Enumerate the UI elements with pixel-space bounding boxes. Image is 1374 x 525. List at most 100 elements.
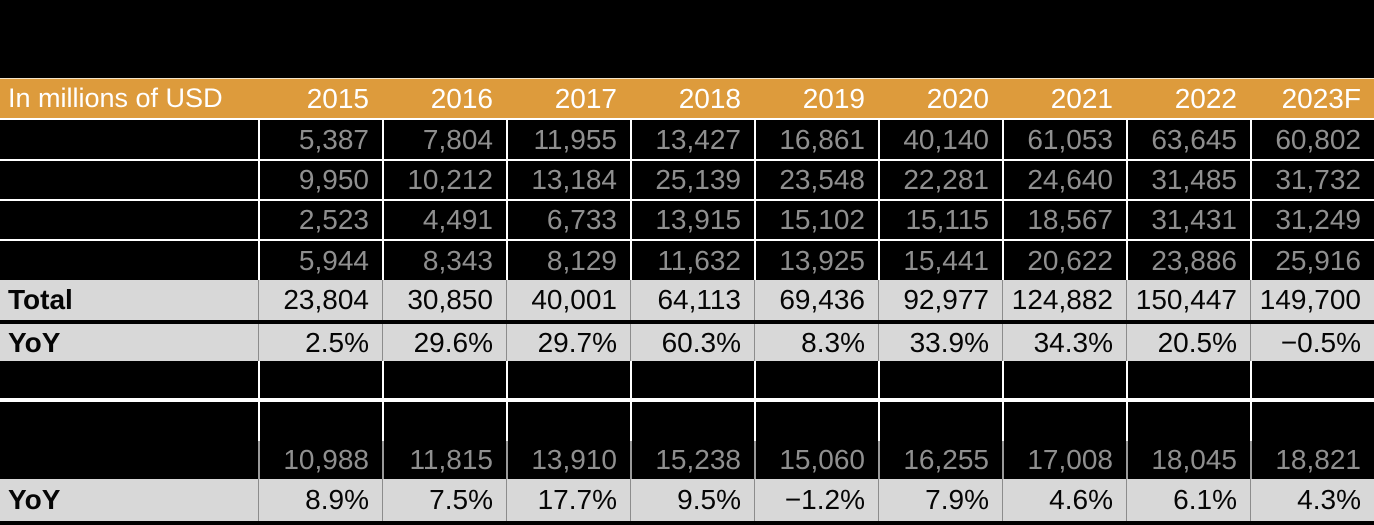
table-cell: 64,113 xyxy=(630,280,754,320)
table-cell: 5,944 xyxy=(258,241,382,280)
bottom-black-strip xyxy=(0,521,1374,525)
table-cell: 13,925 xyxy=(754,241,878,280)
table-cell: 23,548 xyxy=(754,161,878,199)
table-cell: 18,045 xyxy=(1126,441,1250,479)
redacted-row-label xyxy=(0,441,258,479)
yoy-row: YoY 2.5% 29.6% 29.7% 60.3% 8.3% 33.9% 34.3% 20.… xyxy=(0,324,1374,361)
table-cell: 15,441 xyxy=(878,241,1002,280)
table-cell: 6.1% xyxy=(1126,479,1250,521)
table-cell: 2017 xyxy=(554,82,617,114)
segment-row-3: 2,523 4,491 6,733 13,915 15,102 15,115 18,567 3… xyxy=(0,201,1374,241)
table-cell xyxy=(506,402,630,441)
table-cell: 40,140 xyxy=(878,120,1002,159)
redacted-row-label xyxy=(0,161,258,199)
table-cell: 63,645 xyxy=(1126,120,1250,159)
table-cell xyxy=(382,361,506,398)
table-cell: 34.3% xyxy=(1002,324,1126,361)
divider-line xyxy=(0,320,1374,324)
table-cell: 8,129 xyxy=(506,241,630,280)
table-cell: 149,700 xyxy=(1250,280,1374,320)
total-row: Total 23,804 30,850 40,001 64,113 69,436 92,9… xyxy=(0,280,1374,320)
section2-yoy-row-label: YoY xyxy=(8,484,61,515)
redacted-row-label xyxy=(0,201,258,239)
unit-label: In millions of USD xyxy=(8,83,223,113)
table-cell: 29.6% xyxy=(382,324,506,361)
table-cell: 16,861 xyxy=(754,120,878,159)
table-cell: 2018 xyxy=(678,82,741,114)
table-cell: 31,485 xyxy=(1126,161,1250,199)
table-cell: 10,988 xyxy=(258,441,382,479)
table-cell: 2019 xyxy=(802,82,865,114)
table-cell: 7,804 xyxy=(382,120,506,159)
redacted-row-label xyxy=(0,241,258,280)
section2-yoy-row: YoY 8.9% 7.5% 17.7% 9.5% −1.2% 7.9% 4.6% 6.1% 4.… xyxy=(0,479,1374,521)
table-cell xyxy=(1126,361,1250,398)
table-cell: 60,802 xyxy=(1250,120,1374,159)
table-cell: 25,916 xyxy=(1250,241,1374,280)
table-cell xyxy=(878,361,1002,398)
table-cell: 7.9% xyxy=(878,479,1002,521)
table-cell: 31,249 xyxy=(1250,201,1374,239)
table-cell xyxy=(630,361,754,398)
table-cell: 2016 xyxy=(430,82,493,114)
yoy-row-label: YoY xyxy=(8,326,61,358)
redacted-spacer-row-1 xyxy=(0,361,1374,402)
table-cell: 6,733 xyxy=(506,201,630,239)
table-header-row: In millions of USD 2015 2016 2017 2018 2019 2… xyxy=(0,78,1374,120)
table-cell: 9.5% xyxy=(630,479,754,521)
table-cell: 4.3% xyxy=(1250,479,1374,521)
table-cell: 92,977 xyxy=(878,280,1002,320)
table-cell: 24,640 xyxy=(1002,161,1126,199)
segment-row-4: 5,944 8,343 8,129 11,632 13,925 15,441 20,622 2… xyxy=(0,241,1374,280)
table-cell: 30,850 xyxy=(382,280,506,320)
table-cell: −1.2% xyxy=(754,479,878,521)
table-cell xyxy=(1002,361,1126,398)
table-cell: 31,431 xyxy=(1126,201,1250,239)
table-cell: 2021 xyxy=(1050,82,1113,114)
table-cell: 2015 xyxy=(306,82,369,114)
table-cell: 2020 xyxy=(926,82,989,114)
table-cell: 2,523 xyxy=(258,201,382,239)
table-cell: 7.5% xyxy=(382,479,506,521)
table-cell: 5,387 xyxy=(258,120,382,159)
table-cell: 13,427 xyxy=(630,120,754,159)
redacted-title-block xyxy=(0,0,1374,78)
table-cell: 23,886 xyxy=(1126,241,1250,280)
table-cell: 2.5% xyxy=(258,324,382,361)
table-cell: 31,732 xyxy=(1250,161,1374,199)
table-cell: 4.6% xyxy=(1002,479,1126,521)
table-cell: −0.5% xyxy=(1250,324,1374,361)
total-row-label: Total xyxy=(8,284,73,315)
table-cell: 15,102 xyxy=(754,201,878,239)
table-cell xyxy=(382,402,506,441)
table-cell: 60.3% xyxy=(630,324,754,361)
table-cell: 8,343 xyxy=(382,241,506,280)
table-cell: 17,008 xyxy=(1002,441,1126,479)
table-cell: 61,053 xyxy=(1002,120,1126,159)
table-cell: 10,212 xyxy=(382,161,506,199)
table-cell: 69,436 xyxy=(754,280,878,320)
table-cell: 17.7% xyxy=(506,479,630,521)
table-cell: 124,882 xyxy=(1002,280,1126,320)
table-cell xyxy=(258,402,382,441)
table-cell: 22,281 xyxy=(878,161,1002,199)
table-cell: 11,632 xyxy=(630,241,754,280)
table-cell xyxy=(630,402,754,441)
table-cell: 2022 xyxy=(1174,82,1237,114)
table-cell xyxy=(1002,402,1126,441)
table-cell: 20.5% xyxy=(1126,324,1250,361)
table-cell: 23,804 xyxy=(258,280,382,320)
table-cell xyxy=(1126,402,1250,441)
table-cell: 16,255 xyxy=(878,441,1002,479)
table-cell xyxy=(1250,402,1374,441)
table-cell: 20,622 xyxy=(1002,241,1126,280)
table-cell: 8.9% xyxy=(258,479,382,521)
table-cell: 4,491 xyxy=(382,201,506,239)
table-cell: 11,815 xyxy=(382,441,506,479)
table-cell xyxy=(1250,361,1374,398)
table-cell xyxy=(258,361,382,398)
segment-row-2: 9,950 10,212 13,184 25,139 23,548 22,281 24,64… xyxy=(0,161,1374,201)
table-cell: 8.3% xyxy=(754,324,878,361)
segment-row-1: 5,387 7,804 11,955 13,427 16,861 40,140 61,053… xyxy=(0,120,1374,161)
